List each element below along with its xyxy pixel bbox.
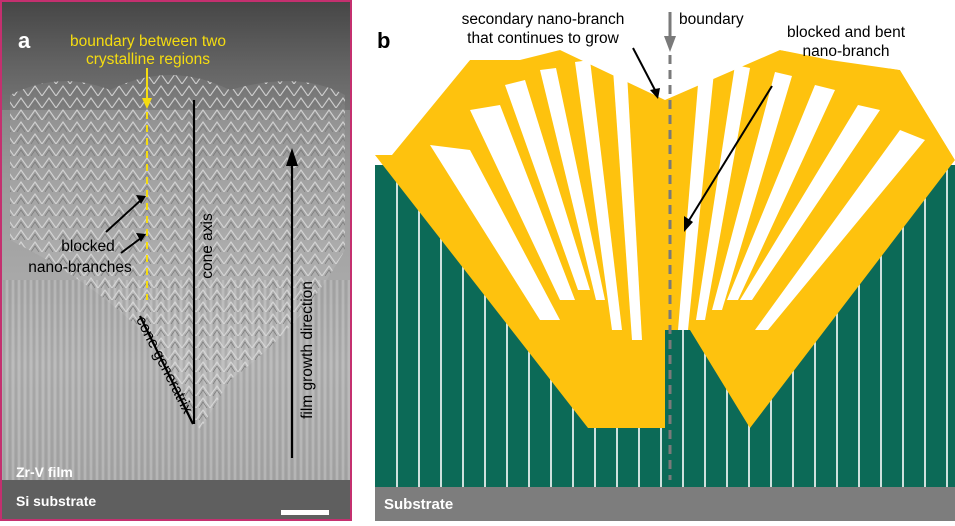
blocked-label-line1: blocked: [61, 238, 114, 255]
scale-bar: [281, 510, 329, 515]
boundary-label-line1: boundary between two: [70, 33, 226, 50]
boundary-arrow-head-b: [664, 36, 676, 52]
boundary-arrow-head: [142, 98, 152, 109]
secondary-label-line1: secondary nano-branch: [462, 11, 625, 28]
substrate-layer: [375, 487, 955, 521]
branch-gap: [696, 65, 750, 320]
growth-direction-label: film growth direction: [299, 281, 316, 419]
panel-a-canvas: a boundary between two crystalline regio…: [0, 0, 352, 521]
panel-b-letter: b: [377, 28, 390, 53]
top-cutout-right: [665, 0, 955, 160]
sem-cone-highlight: [10, 75, 345, 430]
panel-a-sem-image: a boundary between two crystalline regio…: [0, 0, 352, 521]
boundary-label-line2: crystalline regions: [86, 51, 210, 68]
branch-gap: [430, 145, 560, 320]
panel-a-frame: [0, 0, 352, 521]
si-substrate-label: Si substrate: [16, 493, 96, 509]
branch-gap: [575, 60, 622, 330]
growth-arrow-head: [286, 148, 298, 166]
bent-label-line2: nano-branch: [802, 43, 889, 60]
blocked-label-line2: nano-branches: [28, 259, 132, 276]
bent-label-line1: blocked and bent: [787, 24, 906, 41]
cone-generatrix-line: [139, 315, 194, 425]
branch-gap: [755, 130, 925, 330]
panel-b-canvas: b secondary nano-branch that continues t…: [375, 0, 955, 521]
substrate-label: Substrate: [384, 496, 453, 513]
branch-gap: [678, 60, 715, 330]
branch-gap: [727, 85, 835, 300]
boundary-label-b: boundary: [679, 11, 744, 28]
branch-gap: [612, 55, 642, 340]
secondary-label-line2: that continues to grow: [467, 30, 619, 47]
blocked-arrow-1-head: [136, 195, 146, 204]
branch-gap: [540, 68, 605, 300]
branch-gaps: [430, 55, 925, 340]
branch-gap: [470, 105, 575, 300]
bent-branch-pointer: [687, 85, 773, 223]
blocked-arrow-2-head: [136, 233, 146, 242]
cone-axis-label: cone axis: [199, 213, 216, 279]
right-cone: [665, 50, 955, 428]
blocked-arrow-1: [105, 199, 142, 233]
branch-gap: [712, 72, 792, 310]
sem-cone-texture: [10, 75, 345, 430]
secondary-branch-pointer: [632, 47, 657, 93]
blocked-arrow-2: [120, 237, 142, 254]
branch-gap: [740, 105, 880, 300]
secondary-branch-pointer-head: [650, 88, 660, 99]
branch-gap: [505, 80, 590, 290]
panel-a-letter: a: [18, 28, 31, 53]
top-cutout-left: [375, 0, 665, 155]
bent-branch-pointer-head: [684, 216, 693, 232]
film-label: Zr-V film: [16, 464, 73, 480]
right-cone-body: [665, 50, 955, 428]
panel-b-schematic: b secondary nano-branch that continues t…: [362, 0, 955, 521]
